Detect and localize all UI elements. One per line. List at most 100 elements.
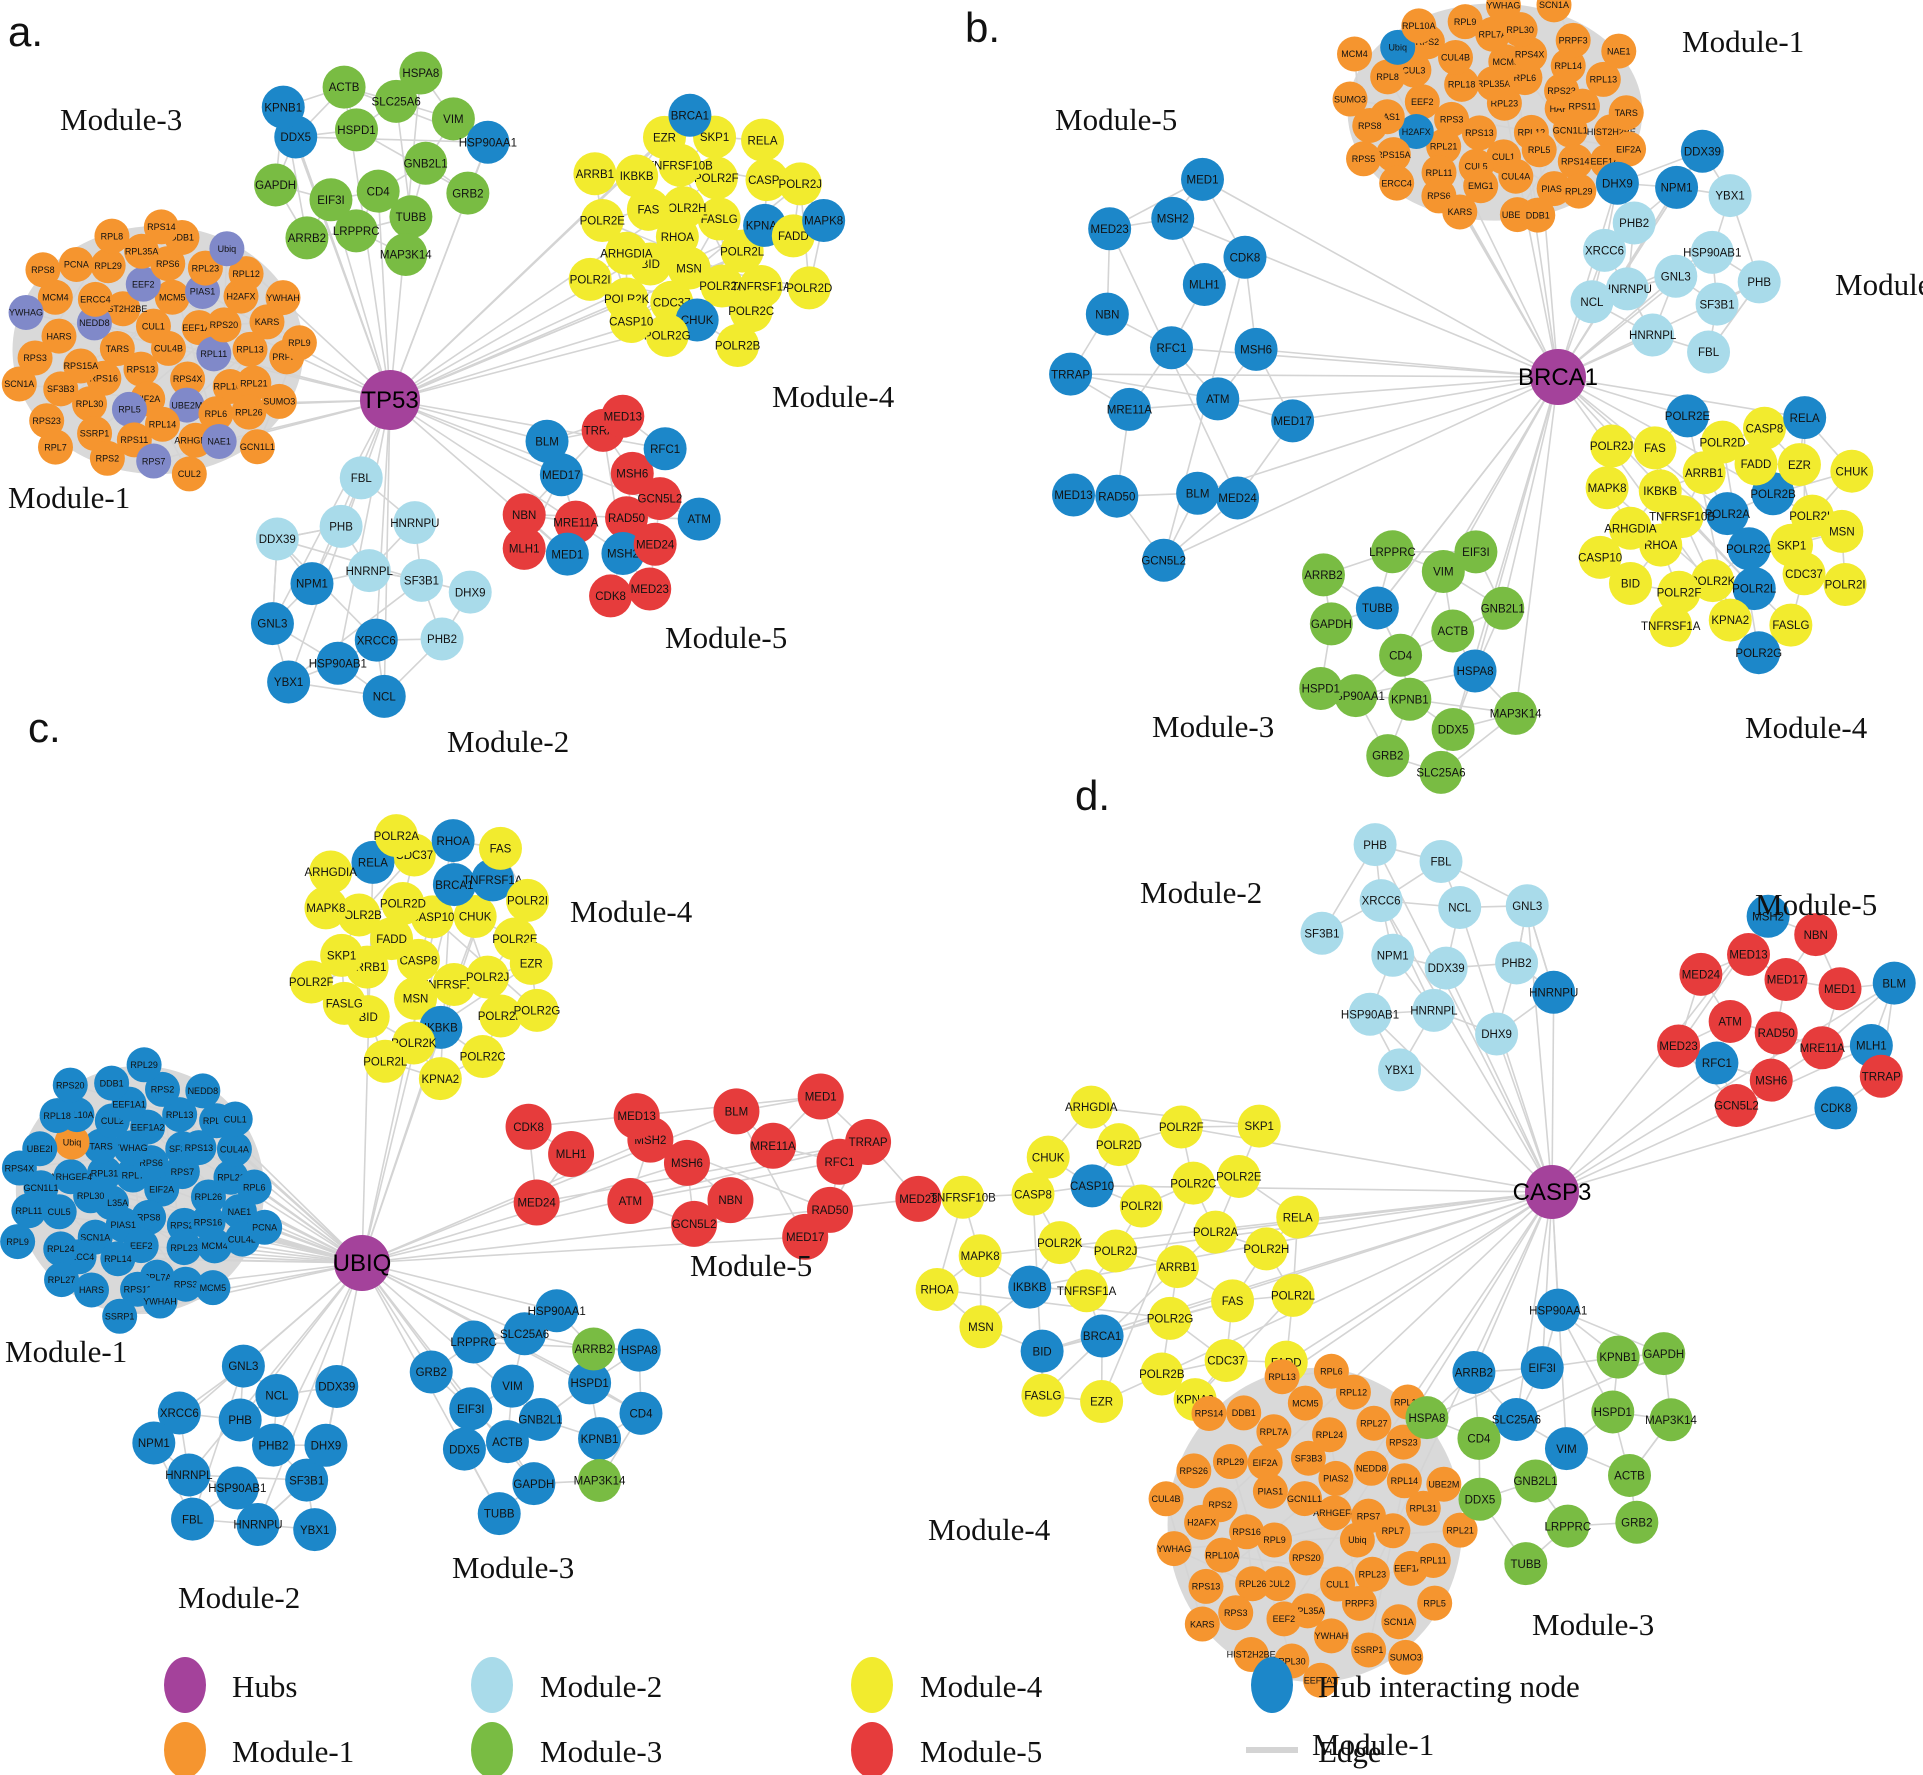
legend-item: Hubs bbox=[164, 1657, 297, 1713]
hub-circle bbox=[360, 370, 420, 430]
node: MED24 bbox=[1679, 952, 1723, 996]
node: YWHAH bbox=[1313, 1618, 1349, 1654]
node-circle bbox=[609, 300, 653, 344]
node: SUMO3 bbox=[261, 383, 297, 419]
node: TUBB bbox=[1355, 586, 1399, 630]
node-circle bbox=[334, 209, 378, 253]
node-circle bbox=[1611, 131, 1647, 167]
node: MSH6 bbox=[1234, 327, 1278, 371]
node: NCL bbox=[255, 1374, 299, 1418]
legend-item: Module-3 bbox=[471, 1722, 662, 1775]
node: GAPDH bbox=[512, 1462, 556, 1506]
node-circle bbox=[261, 383, 297, 419]
node: KPNB1 bbox=[578, 1417, 622, 1461]
module-label: Module-3 bbox=[60, 102, 182, 137]
node: RPL24 bbox=[1311, 1417, 1347, 1453]
node-circle bbox=[399, 51, 443, 95]
node: RFC1 bbox=[1149, 326, 1193, 370]
node-circle bbox=[1223, 235, 1267, 279]
node: HSP90AB1 bbox=[1341, 992, 1399, 1036]
node-circle bbox=[420, 617, 464, 661]
node: RPS14 bbox=[1191, 1395, 1227, 1431]
node: MED24 bbox=[633, 522, 677, 566]
node-circle bbox=[1521, 132, 1557, 168]
node-circle bbox=[525, 419, 569, 463]
node: MCM5 bbox=[195, 1270, 231, 1306]
node-circle bbox=[1764, 958, 1808, 1002]
node-circle bbox=[1708, 999, 1752, 1043]
node: POLR2I bbox=[1823, 563, 1867, 607]
legend-item-label: Hubs bbox=[232, 1669, 297, 1704]
node-circle bbox=[1316, 1495, 1352, 1531]
node-circle bbox=[1142, 538, 1186, 582]
node-circle bbox=[1379, 165, 1415, 201]
node: SSRP1 bbox=[102, 1298, 138, 1334]
node-circle bbox=[1212, 1444, 1248, 1480]
node: RPS14 bbox=[143, 209, 179, 245]
node: TUBB bbox=[477, 1492, 521, 1536]
node-circle bbox=[613, 1093, 660, 1140]
node: RPL7A bbox=[1256, 1414, 1292, 1450]
node: MAPK8 bbox=[802, 199, 846, 243]
node: EIF2A bbox=[1611, 131, 1647, 167]
node: HSPA8 bbox=[1453, 649, 1497, 693]
hub-edge bbox=[389, 399, 562, 476]
node: ERCC4 bbox=[1379, 165, 1415, 201]
hub-circle bbox=[1530, 349, 1586, 405]
node-circle bbox=[1021, 1373, 1065, 1417]
node-circle bbox=[142, 1283, 178, 1319]
node-circle bbox=[1431, 707, 1475, 751]
node: CUL4A bbox=[1498, 158, 1534, 194]
node: PHB2 bbox=[420, 617, 464, 661]
edge bbox=[936, 1288, 1171, 1320]
node: FBL bbox=[1419, 840, 1463, 884]
legend-item-label: Module-4 bbox=[920, 1669, 1043, 1704]
node: FBL bbox=[1687, 330, 1731, 374]
node: GCN5L2 bbox=[1141, 538, 1186, 582]
node-circle bbox=[1830, 449, 1874, 493]
node-circle bbox=[1727, 933, 1771, 977]
node-circle bbox=[626, 187, 670, 231]
node: HSPA8 bbox=[399, 51, 443, 95]
node: RFC1 bbox=[643, 427, 687, 471]
node-circle bbox=[578, 1417, 622, 1461]
node: RPS3 bbox=[1218, 1595, 1254, 1631]
node-circle bbox=[503, 1312, 547, 1356]
node-circle bbox=[255, 1374, 299, 1418]
module-label: Module-1 bbox=[5, 1334, 127, 1369]
node: KPNA2 bbox=[418, 1057, 462, 1101]
node: MED17 bbox=[1271, 399, 1315, 443]
node-circle bbox=[1638, 469, 1682, 513]
hub-edge bbox=[1515, 1191, 1553, 1420]
node-circle bbox=[1691, 559, 1735, 603]
node-circle bbox=[1388, 677, 1432, 721]
node-circle bbox=[750, 1122, 797, 1169]
node-circle bbox=[1405, 1490, 1441, 1526]
node-circle bbox=[1690, 230, 1734, 274]
node-circle bbox=[545, 532, 589, 576]
node: RPL11 bbox=[11, 1193, 47, 1229]
module-label: Module-4 bbox=[928, 1512, 1051, 1547]
node: RELA bbox=[1276, 1195, 1320, 1239]
node: EIF3I bbox=[449, 1387, 493, 1431]
node: RPL29 bbox=[90, 248, 126, 284]
node-circle bbox=[309, 178, 353, 222]
node-circle bbox=[1585, 61, 1621, 97]
node-circle bbox=[384, 233, 428, 277]
node: MED1 bbox=[797, 1073, 844, 1120]
node: CDK8 bbox=[505, 1103, 552, 1150]
node-circle bbox=[1437, 39, 1473, 75]
node-circle bbox=[1680, 129, 1724, 173]
node-circle bbox=[374, 79, 418, 123]
node-circle bbox=[1247, 1445, 1283, 1481]
node: EZR bbox=[509, 941, 553, 985]
node-circle bbox=[663, 1139, 710, 1186]
node-circle bbox=[1794, 913, 1838, 957]
node: MAP3K14 bbox=[574, 1458, 626, 1502]
node: DDX5 bbox=[1458, 1477, 1502, 1521]
node-circle bbox=[509, 941, 553, 985]
node: NCL bbox=[1570, 280, 1614, 324]
module-label: Module-3 bbox=[1152, 709, 1274, 744]
legend: Hubs Module-1 Module-2 Module-3 Module-4 Modu… bbox=[164, 1657, 1580, 1775]
node-circle bbox=[261, 85, 305, 129]
